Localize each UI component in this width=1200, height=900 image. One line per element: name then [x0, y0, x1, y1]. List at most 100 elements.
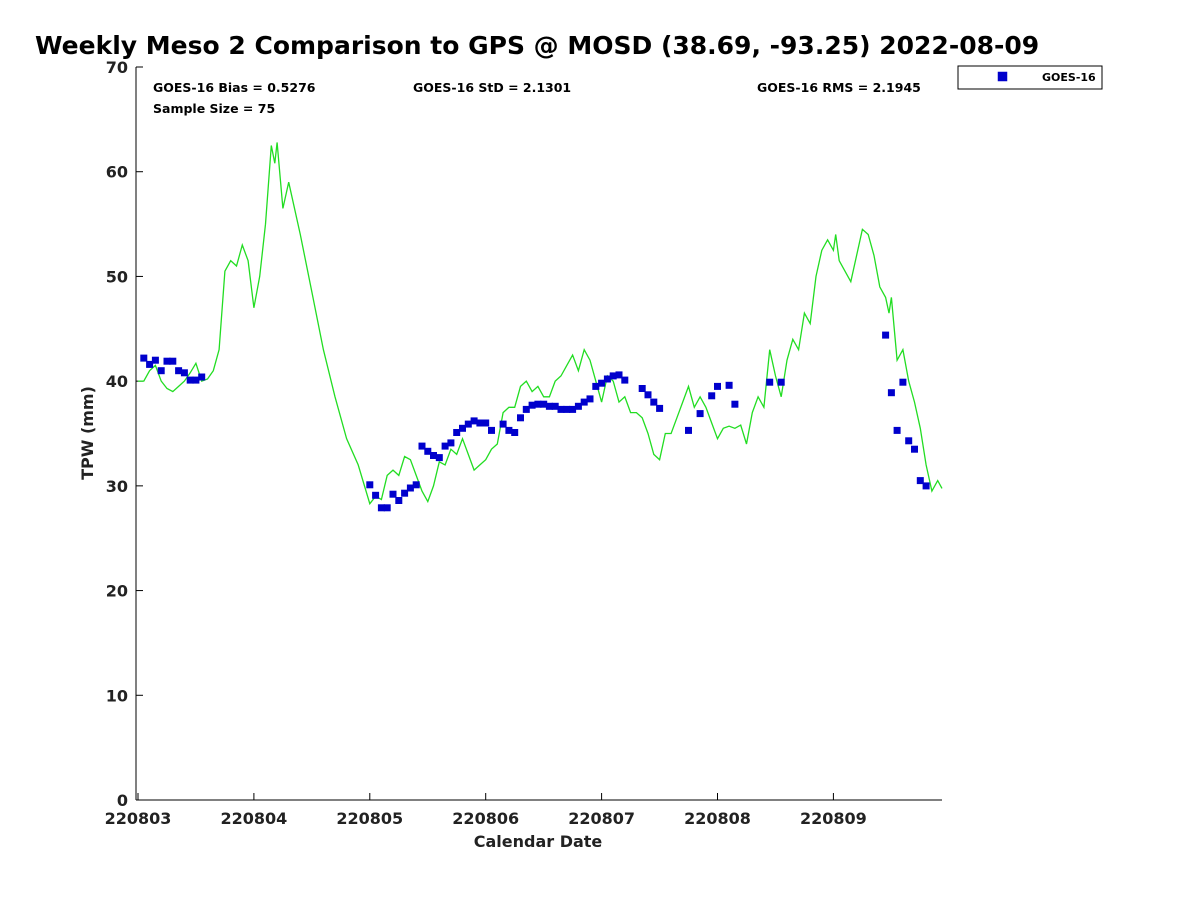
goes-16-point [406, 484, 414, 492]
goes-16-point [528, 401, 536, 409]
goes-16-point [430, 452, 437, 459]
y-tick-label: 50 [106, 267, 128, 286]
goes-16-point [401, 489, 409, 497]
goes-16-point [192, 376, 200, 384]
goes-16-point [146, 360, 154, 368]
goes-16-point [505, 426, 513, 434]
goes-16-point [435, 454, 443, 462]
goes-16-point [638, 385, 646, 392]
goes-16-point [441, 442, 449, 450]
goes-16-point [731, 400, 739, 408]
goes-16-point [592, 382, 600, 390]
goes-16-point [198, 373, 206, 381]
y-axis-label: TPW (mm) [78, 386, 97, 480]
goes-16-point [418, 442, 426, 450]
goes-16-point [372, 491, 380, 499]
stat-rms: GOES-16 RMS = 2.1945 [757, 80, 921, 95]
y-tick-label: 40 [106, 372, 128, 391]
goes-16-point [482, 419, 490, 427]
stat-sample-size: Sample Size = 75 [153, 101, 275, 116]
x-tick-label: 220805 [336, 809, 403, 828]
goes-16-point [714, 382, 721, 390]
chart-title: Weekly Meso 2 Comparison to GPS @ MOSD (… [35, 31, 1039, 60]
goes-16-point [476, 419, 484, 427]
goes-16-point [569, 405, 577, 413]
goes-16-point [395, 497, 403, 504]
goes-16-point [586, 395, 594, 403]
goes-16-point [644, 391, 652, 399]
goes-16-point [563, 405, 571, 413]
goes-16-point [708, 392, 716, 400]
goes-16-point [777, 378, 785, 386]
goes-16-point [540, 400, 548, 408]
goes-16-point [151, 356, 159, 364]
goes-16-point [447, 439, 455, 447]
goes-16-point [186, 376, 194, 384]
goes-16-point [389, 490, 397, 498]
goes-16-point [609, 372, 617, 380]
goes-16-point [464, 420, 472, 428]
legend-label-goes-16: GOES-16 [1042, 71, 1096, 84]
goes-16-point [511, 429, 519, 436]
goes-16-point [499, 420, 507, 428]
goes-16-point [598, 379, 606, 387]
goes-16-point [766, 378, 774, 386]
y-ticks: 0 10 20 30 40 50 60 70 [106, 58, 143, 810]
goes-16-point [893, 426, 901, 434]
gps-line [138, 142, 943, 506]
goes-16-point [163, 357, 171, 365]
legend: GOES-16 [957, 65, 1103, 90]
goes-16-point [169, 357, 177, 365]
legend-box [957, 65, 1103, 90]
goes-16-point [557, 405, 565, 413]
goes-16-point [470, 417, 478, 425]
x-tick-label: 220808 [684, 809, 751, 828]
goes-16-point [696, 410, 704, 418]
goes-16-point [522, 405, 530, 413]
goes-16-point [180, 369, 188, 377]
goes-16-point [922, 482, 930, 490]
goes-16-point [656, 404, 664, 412]
y-tick-label: 0 [117, 791, 128, 810]
goes-16-point [534, 400, 542, 408]
stat-bias: GOES-16 Bias = 0.5276 [153, 80, 316, 95]
goes-16-point [175, 367, 183, 375]
goes-16-point [545, 402, 553, 410]
x-tick-label: 220806 [452, 809, 519, 828]
goes-16-point [377, 504, 385, 512]
goes-16-point [366, 481, 374, 489]
goes-16-point [157, 367, 165, 375]
x-tick-label: 220807 [568, 809, 635, 828]
goes-16-point [899, 378, 907, 386]
goes-16-point [905, 437, 913, 445]
goes-16-point [453, 429, 461, 436]
x-tick-label: 220809 [800, 809, 867, 828]
goes-16-point [911, 445, 918, 453]
goes-16-point [685, 426, 692, 434]
x-axis-label: Calendar Date [474, 832, 603, 851]
stat-std: GOES-16 StD = 2.1301 [413, 80, 571, 95]
goes-16-point [725, 381, 733, 389]
y-tick-label: 20 [106, 582, 128, 601]
x-tick-label: 220803 [105, 809, 172, 828]
goes-16-point [412, 481, 420, 489]
plot-area [135, 67, 942, 801]
goes-16-point [580, 398, 588, 406]
goes-16-point [383, 504, 391, 512]
goes-16-point [424, 447, 432, 455]
y-tick-label: 10 [106, 686, 128, 705]
goes-16-point [887, 389, 895, 397]
y-tick-label: 70 [106, 58, 128, 77]
goes-16-point [621, 376, 629, 384]
series-gps-line [138, 142, 943, 506]
series-goes-16-markers [140, 331, 930, 512]
y-tick-label: 60 [106, 163, 128, 182]
goes-16-point [517, 414, 524, 422]
goes-16-point [650, 398, 658, 406]
y-tick-label: 30 [106, 477, 128, 496]
goes-16-point [574, 402, 582, 410]
x-tick-label: 220804 [221, 809, 288, 828]
goes-16-point [882, 331, 890, 339]
goes-16-point [488, 426, 495, 434]
